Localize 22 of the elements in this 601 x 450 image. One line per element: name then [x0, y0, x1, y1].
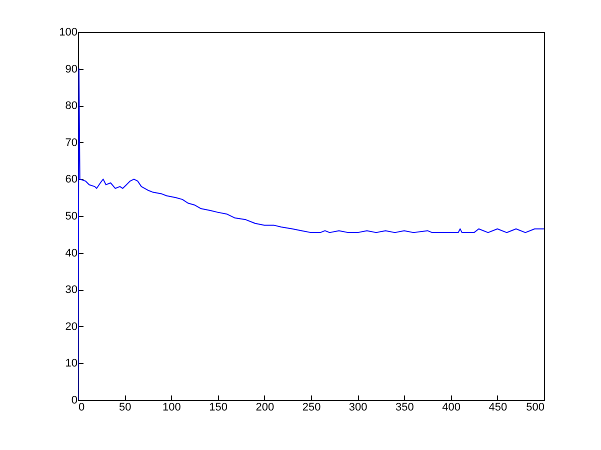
x-tick-label: 250 — [302, 402, 321, 414]
x-tick-label: 200 — [256, 402, 274, 414]
x-tick-label: 0 — [78, 402, 85, 414]
y-tick-label: 20 — [65, 320, 78, 333]
y-tick-label: 90 — [65, 63, 78, 76]
x-tick-label: 100 — [162, 402, 181, 414]
x-tick-label: 350 — [396, 402, 414, 414]
x-tick-label: 300 — [348, 402, 368, 414]
x-tick-label: 50 — [118, 402, 132, 414]
y-tick-label: 100 — [59, 26, 78, 38]
y-tick-label: 70 — [65, 136, 78, 149]
y-tick-label: 80 — [65, 100, 78, 112]
line-series — [78, 68, 544, 400]
y-tick-label: 50 — [65, 210, 78, 222]
x-tick-label: 150 — [209, 402, 228, 414]
y-tick-label: 40 — [65, 247, 78, 260]
y-tick-label: 10 — [65, 358, 78, 370]
x-tick-label: 400 — [442, 402, 460, 414]
y-tick-label: 60 — [65, 174, 78, 186]
x-tick-label: 450 — [488, 402, 508, 414]
y-tick-label: 30 — [65, 284, 78, 296]
x-tick-label: 500 — [526, 402, 544, 414]
